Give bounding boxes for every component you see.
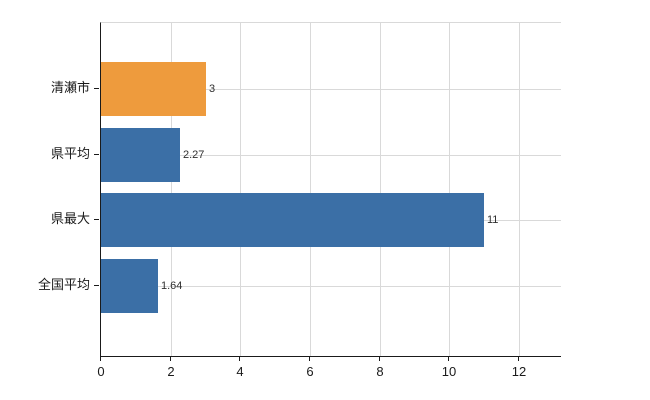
x-gridline (519, 23, 520, 356)
x-gridline (449, 23, 450, 356)
x-gridline (310, 23, 311, 356)
plot-area: 3 2.27 11 1.64 (100, 22, 561, 357)
category-label: 県最大 (50, 211, 90, 226)
x-tick-label: 2 (167, 364, 175, 379)
category-label: 全国平均 (37, 277, 90, 292)
x-gridline (380, 23, 381, 356)
x-tick-label: 4 (236, 364, 244, 379)
x-axis-tick (379, 356, 380, 361)
bar-value-label: 2.27 (183, 149, 205, 161)
category-label: 県平均 (50, 146, 90, 161)
x-axis-tick (518, 356, 519, 361)
bar-2 (101, 128, 180, 182)
x-gridline (240, 23, 241, 356)
bar-1 (101, 62, 206, 116)
x-tick-label: 6 (306, 364, 314, 379)
x-tick-label: 0 (97, 364, 105, 379)
y-gridline (101, 155, 561, 156)
bar-4 (101, 259, 158, 313)
y-axis-tick (94, 154, 99, 155)
category-label: 清瀬市 (50, 80, 90, 95)
x-axis-tick (448, 356, 449, 361)
x-gridline (171, 23, 172, 356)
y-axis-tick (94, 88, 99, 89)
x-axis-tick (239, 356, 240, 361)
x-tick-label: 8 (376, 364, 384, 379)
x-axis-tick (309, 356, 310, 361)
x-axis-tick (170, 356, 171, 361)
bar-3 (101, 193, 484, 247)
y-axis-tick (94, 219, 99, 220)
y-gridline (101, 286, 561, 287)
x-axis-tick (100, 356, 101, 361)
y-axis-tick (94, 285, 99, 286)
bar-value-label: 3 (209, 83, 216, 95)
x-tick-label: 10 (441, 364, 457, 379)
y-gridline (101, 89, 561, 90)
bar-value-label: 11 (487, 214, 499, 226)
bar-value-label: 1.64 (161, 280, 183, 292)
x-tick-label: 12 (511, 364, 527, 379)
